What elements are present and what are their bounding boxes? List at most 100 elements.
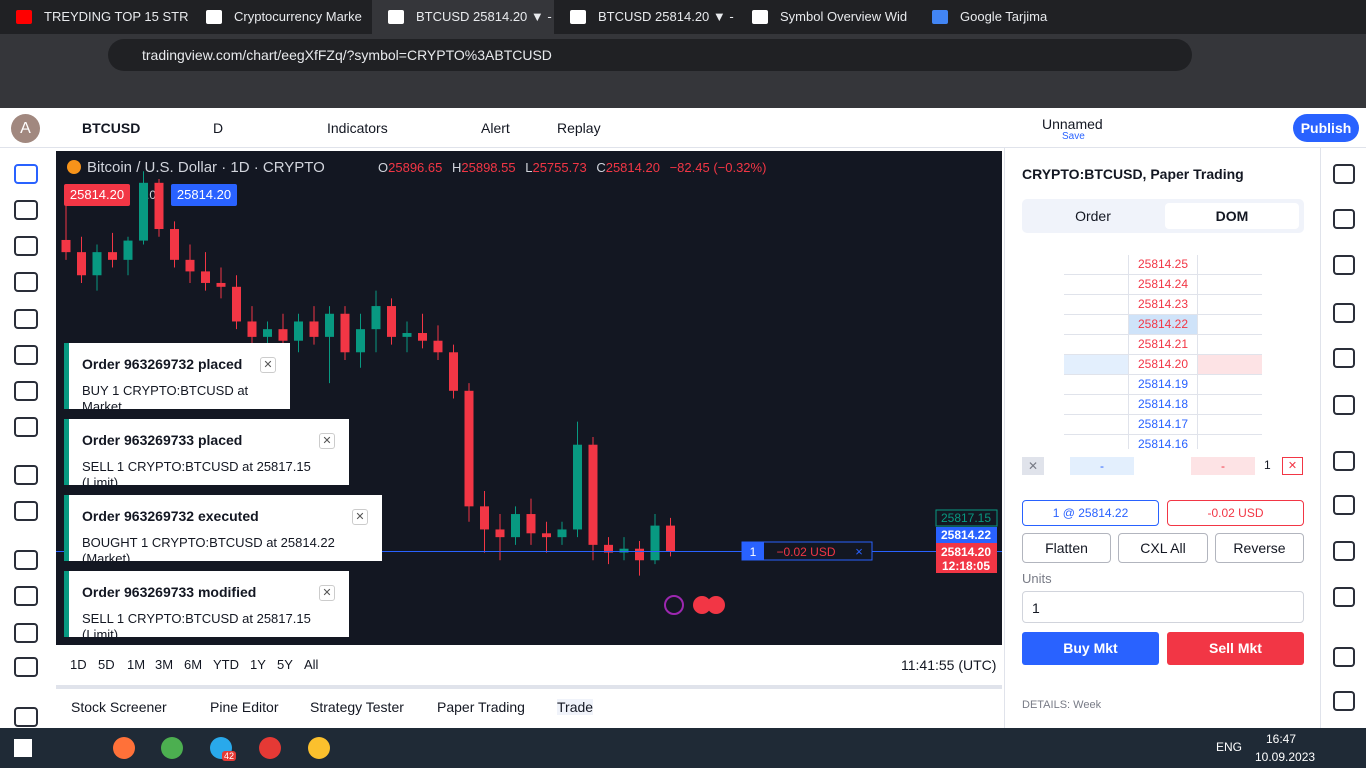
clock[interactable]: 11:41:55 (UTC) [901, 657, 997, 673]
tool-icon[interactable] [14, 309, 38, 329]
candle-body [77, 252, 86, 276]
dom-price[interactable]: 25814.18 [1128, 395, 1198, 414]
tool-icon[interactable] [14, 272, 38, 292]
tool-icon[interactable] [14, 236, 38, 256]
side-icon[interactable] [1333, 587, 1355, 607]
panel-tab[interactable]: DOM [1165, 203, 1299, 229]
tool-icon[interactable] [14, 623, 38, 643]
reverse-button[interactable]: Reverse [1215, 533, 1304, 563]
buy-box[interactable] [171, 184, 237, 206]
tool-icon[interactable] [14, 417, 38, 437]
side-icon[interactable] [1333, 303, 1355, 323]
dom-price[interactable]: 25814.25 [1128, 255, 1198, 274]
replay[interactable]: Replay [557, 120, 601, 136]
side-icon[interactable] [1333, 395, 1355, 415]
dom-price[interactable]: 25814.22 [1128, 315, 1198, 334]
timeframe[interactable]: 6M [184, 657, 203, 672]
sell-box[interactable] [64, 184, 130, 206]
dom-cancel[interactable]: ✕ [1022, 457, 1044, 475]
timeframe[interactable]: 5D [98, 657, 115, 672]
dom-price[interactable]: 25814.24 [1128, 275, 1198, 294]
browser-tab[interactable]: Google Tarjima [916, 0, 1096, 34]
event-icon[interactable] [664, 595, 684, 615]
timeframe[interactable]: 1M [127, 657, 146, 672]
interval[interactable]: D [213, 120, 224, 136]
flatten-button[interactable]: Flatten [1022, 533, 1111, 563]
side-icon[interactable] [1333, 495, 1355, 515]
date[interactable]: 10.09.2023 [1255, 750, 1316, 764]
side-icon[interactable] [1333, 209, 1355, 229]
dom-price[interactable]: 25814.23 [1128, 295, 1198, 314]
tool-icon[interactable] [14, 381, 38, 401]
layout-name[interactable]: Unnamed [1042, 116, 1103, 132]
toast-close[interactable]: ✕ [319, 585, 335, 601]
side-icon[interactable] [1333, 647, 1355, 667]
tool-icon[interactable] [14, 164, 38, 184]
browser-tab[interactable]: Symbol Overview Wid [736, 0, 916, 34]
tool-icon[interactable] [14, 657, 38, 677]
dom-price[interactable]: 25814.16 [1128, 435, 1198, 449]
tool-icon[interactable] [14, 550, 38, 570]
timeframe[interactable]: 3M [155, 657, 174, 672]
bottom-tab[interactable]: Strategy Tester [310, 699, 404, 715]
tool-icon[interactable] [14, 501, 38, 521]
tool-icon[interactable] [14, 200, 38, 220]
timeframe[interactable]: 1Y [250, 657, 266, 672]
dom-price[interactable]: 25814.20 [1128, 355, 1198, 374]
tool-icon[interactable] [14, 465, 38, 485]
app-icon[interactable] [161, 737, 183, 759]
app-icon[interactable] [113, 737, 135, 759]
close-position[interactable]: × [855, 544, 863, 559]
timeframe[interactable]: 1D [70, 657, 87, 672]
details[interactable]: DETAILS: Week [1022, 699, 1102, 711]
toast-close[interactable]: ✕ [260, 357, 276, 373]
dom-close[interactable]: ✕ [1282, 457, 1303, 475]
units-input[interactable]: 1 [1022, 591, 1304, 623]
symbol[interactable]: BTCUSD [82, 120, 141, 136]
bottom-tab[interactable]: Pine Editor [210, 699, 279, 715]
sell-button[interactable]: Sell Mkt [1167, 632, 1304, 665]
side-icon[interactable] [1333, 255, 1355, 275]
address-bar[interactable]: tradingview.com/chart/eegXfFZq/?symbol=C… [108, 39, 1192, 71]
coin-icon [67, 160, 81, 174]
language[interactable]: ENG [1216, 740, 1243, 754]
event-icon[interactable] [707, 596, 725, 614]
browser-tab[interactable]: TREYDING TOP 15 STR [0, 0, 190, 34]
dom-price[interactable]: 25814.17 [1128, 415, 1198, 434]
timeframe[interactable]: YTD [213, 657, 239, 672]
dom-price[interactable]: 25814.21 [1128, 335, 1198, 354]
bottom-tab[interactable]: Trade [557, 699, 594, 715]
bottom-tab[interactable]: Stock Screener [71, 699, 167, 715]
toast-close[interactable]: ✕ [352, 509, 368, 525]
app-icon[interactable] [308, 737, 330, 759]
bottom-tab[interactable]: Paper Trading [437, 699, 525, 715]
panel-tab[interactable]: Order [1075, 208, 1111, 224]
publish-button[interactable]: Publish [1293, 114, 1359, 142]
candle-body [449, 352, 458, 391]
event-icon[interactable] [693, 596, 711, 614]
browser-tab[interactable]: Cryptocurrency Marke [190, 0, 372, 34]
browser-tab[interactable]: BTCUSD 25814.20 ▼ - [372, 0, 554, 34]
side-icon[interactable] [1333, 691, 1355, 711]
side-icon[interactable] [1333, 451, 1355, 471]
buy-button[interactable]: Buy Mkt [1022, 632, 1159, 665]
avatar[interactable]: A [11, 114, 40, 143]
start-button[interactable] [14, 739, 32, 757]
dom-price[interactable]: 25814.19 [1128, 375, 1198, 394]
side-icon[interactable] [1333, 348, 1355, 368]
toast-close[interactable]: ✕ [319, 433, 335, 449]
timeframe[interactable]: 5Y [277, 657, 293, 672]
indicators[interactable]: Indicators [327, 120, 388, 136]
position-info[interactable]: 1 @ 25814.22 [1022, 500, 1159, 526]
browser-tab[interactable]: BTCUSD 25814.20 ▼ - [554, 0, 736, 34]
tool-icon[interactable] [14, 345, 38, 365]
side-icon[interactable] [1333, 164, 1355, 184]
time[interactable]: 16:47 [1266, 732, 1297, 746]
timeframe[interactable]: All [304, 657, 319, 672]
app-icon[interactable] [259, 737, 281, 759]
tool-icon[interactable] [14, 586, 38, 606]
side-icon[interactable] [1333, 541, 1355, 561]
cxl-button[interactable]: CXL All [1118, 533, 1208, 563]
alert[interactable]: Alert [481, 120, 510, 136]
tool-icon[interactable] [14, 707, 38, 727]
